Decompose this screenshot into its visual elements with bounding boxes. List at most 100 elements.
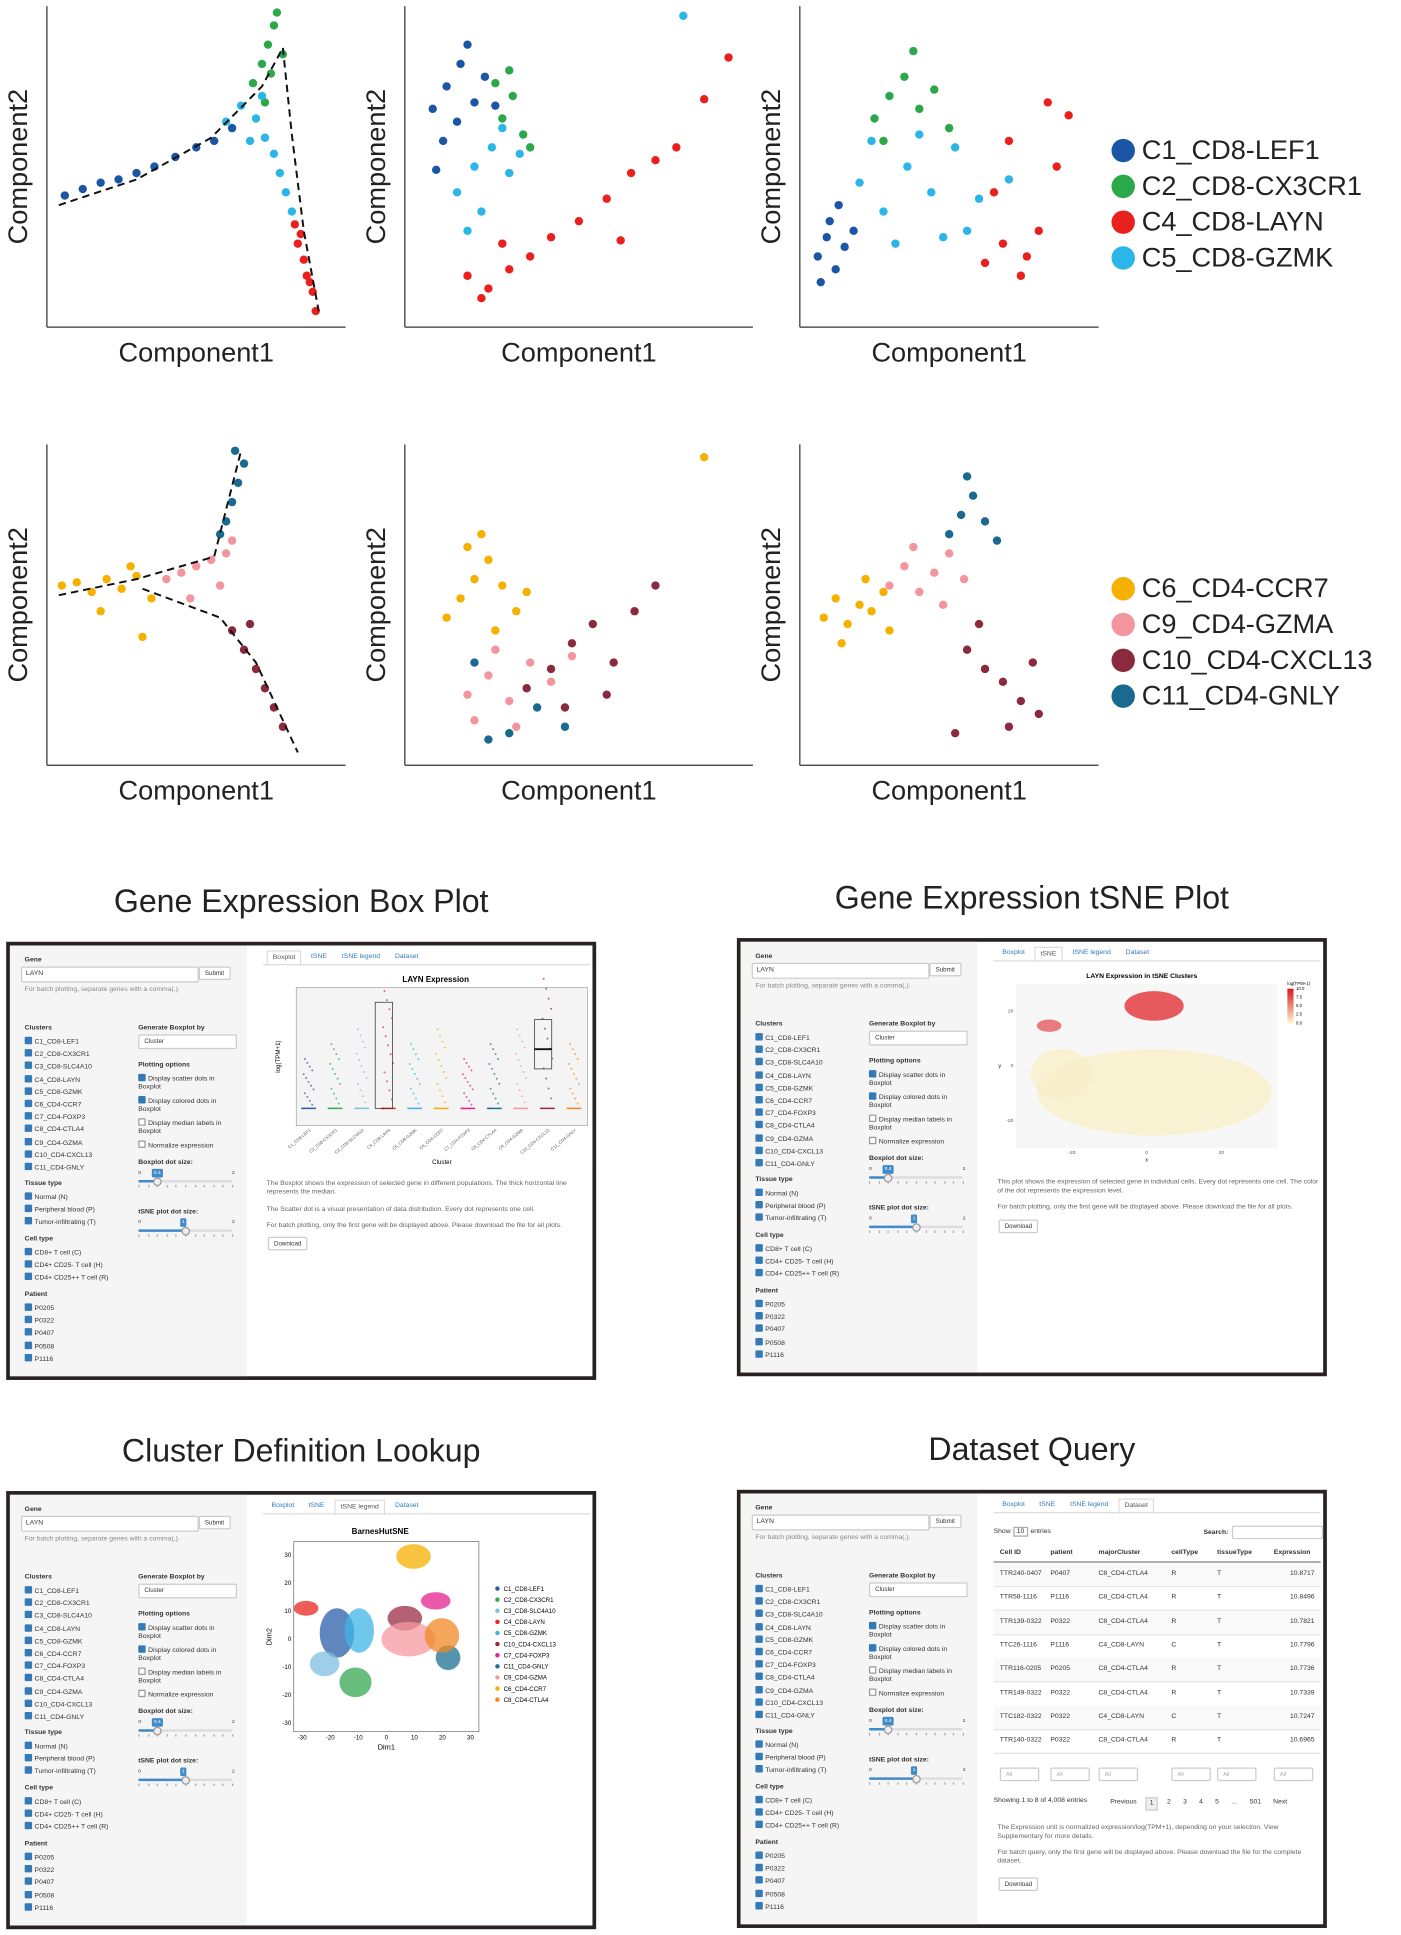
legend-label: C11_CD4-GNLY (504, 1664, 549, 1671)
checkbox-item: P0322 (755, 1312, 785, 1322)
filter-input[interactable]: All (1171, 1767, 1211, 1782)
label: LAYN (756, 966, 774, 974)
scatter-dot (410, 1043, 413, 1046)
checkbox-item: C5_CD8-GZMK (755, 1083, 813, 1093)
label: C8_CD4-CTLA4 (1098, 1570, 1148, 1578)
pager-item[interactable]: 3 (1183, 1798, 1187, 1806)
filter-input[interactable]: All (1217, 1767, 1257, 1782)
app-screenshot: Gene LAYN Submit For batch plotting, separa… (6, 941, 597, 1380)
filter-input[interactable]: All (999, 1767, 1040, 1782)
checkbox-item: C9_CD4-GZMA (755, 1133, 813, 1144)
checkbox-label: Display colored dots in Boxplot (138, 1647, 217, 1663)
x-axis-label: Component1 (119, 336, 274, 367)
pager-item[interactable]: 1 (1145, 1797, 1158, 1811)
scatter-dot (494, 1097, 497, 1100)
pager-item[interactable]: 501 (1249, 1798, 1262, 1806)
scatter-dot (311, 1103, 314, 1106)
label: T (1217, 1641, 1222, 1649)
checkbox (755, 1698, 763, 1706)
data-point (470, 574, 479, 584)
data-point (903, 162, 912, 171)
download-button[interactable]: Download (998, 1219, 1039, 1234)
checkbox-item: C8_CD4-CTLA4 (24, 1674, 84, 1684)
data-point (1004, 136, 1014, 146)
data-point (498, 123, 507, 133)
data-point (269, 149, 279, 158)
pager-item[interactable]: Previous (1110, 1798, 1137, 1806)
data-point (939, 600, 948, 610)
cell-cloud (1036, 1049, 1272, 1136)
y-tick-label: -10 (282, 1664, 291, 1671)
label: Boxplot dot size: (868, 1155, 924, 1163)
checkbox (138, 1096, 146, 1104)
scatter-dot (306, 1096, 309, 1098)
filter-input[interactable]: All (1098, 1767, 1139, 1782)
data-point (879, 207, 888, 216)
checkbox-item: Tumor-infiltrating (T) (24, 1766, 96, 1777)
slider-track (138, 1729, 233, 1732)
checkbox (868, 1688, 877, 1696)
label: 10.7821 (1289, 1617, 1315, 1626)
data-point (505, 168, 514, 178)
pager-item[interactable]: ... (1231, 1798, 1237, 1806)
label: Expression (1273, 1549, 1311, 1557)
search-input[interactable] (1231, 1525, 1324, 1540)
data-point (959, 574, 969, 584)
checkbox-item: C5_CD8-GZMK (24, 1087, 82, 1097)
scatter-dot (336, 1077, 339, 1080)
scatter-dot (519, 1064, 522, 1067)
label: The Expression unit is normalized expres… (997, 1824, 1279, 1840)
filter-input[interactable]: All (1273, 1767, 1314, 1782)
data-point (477, 294, 486, 303)
y-axis-label: Component2 (755, 527, 786, 682)
checkbox-label: Display scatter dots in Boxplot (138, 1075, 215, 1092)
data-point (456, 59, 465, 69)
download-button[interactable]: Download (267, 1236, 308, 1251)
x-tick-label: 30 (467, 1735, 474, 1742)
sidebar: Gene LAYN Submit For batch plotting, separa… (740, 1493, 978, 1925)
checkbox-item: Normal (N) (755, 1188, 798, 1199)
label: 0 (868, 1214, 872, 1221)
label: Cell ID (999, 1549, 1021, 1557)
scatter-dot (359, 1034, 362, 1037)
checkbox-label: Display scatter dots in Boxplot (138, 1624, 215, 1641)
label: For batch plotting, only the first gene … (997, 1203, 1293, 1211)
boxplot-select (138, 1583, 237, 1599)
checkbox (24, 1049, 33, 1057)
slider-handle (153, 1177, 162, 1187)
checkbox-item: CD4+ CD25++ T cell (R) (755, 1821, 839, 1831)
pager-item[interactable]: 4 (1199, 1798, 1203, 1806)
data-point (480, 72, 490, 81)
checkbox (24, 1865, 33, 1873)
legend-swatch (1111, 612, 1135, 637)
checkbox-label: C1_CD8-LEF1 (765, 1034, 810, 1043)
checkbox (24, 1686, 33, 1695)
data-point (515, 149, 524, 158)
checkbox-label: C3_CD8-SLC4A10 (34, 1063, 92, 1072)
download-button[interactable]: Download (998, 1877, 1039, 1891)
pager-item[interactable]: 2 (1167, 1798, 1171, 1806)
data-point (998, 677, 1008, 687)
cluster-cloud (293, 1600, 319, 1616)
data-point (186, 594, 195, 603)
label: P1116 (1050, 1593, 1070, 1602)
checkbox-item: CD4+ CD25++ T cell (R) (24, 1273, 108, 1283)
label: Tissue type (755, 1728, 793, 1736)
scatter-dot (331, 1067, 334, 1070)
y-axis-label: Dim2 (265, 1628, 274, 1645)
filter-input[interactable]: All (1050, 1767, 1090, 1782)
checkbox-label: Normalize expression (148, 1142, 214, 1150)
pager-item[interactable]: Next (1273, 1798, 1288, 1806)
tab: Dataset (394, 952, 419, 961)
data-point (980, 517, 990, 526)
label: tissueType (1217, 1549, 1252, 1557)
pager-item[interactable]: 5 (1215, 1798, 1219, 1806)
checkbox (755, 1635, 763, 1643)
checkbox-item: Tumor-infiltrating (T) (24, 1217, 96, 1228)
scatter-dot (464, 1077, 467, 1080)
slider-track (868, 1728, 963, 1731)
scatter-dot (523, 1046, 526, 1049)
checkbox-label: P1116 (34, 1904, 54, 1913)
checkbox-label: P1116 (34, 1355, 54, 1364)
checkbox (24, 1217, 33, 1225)
